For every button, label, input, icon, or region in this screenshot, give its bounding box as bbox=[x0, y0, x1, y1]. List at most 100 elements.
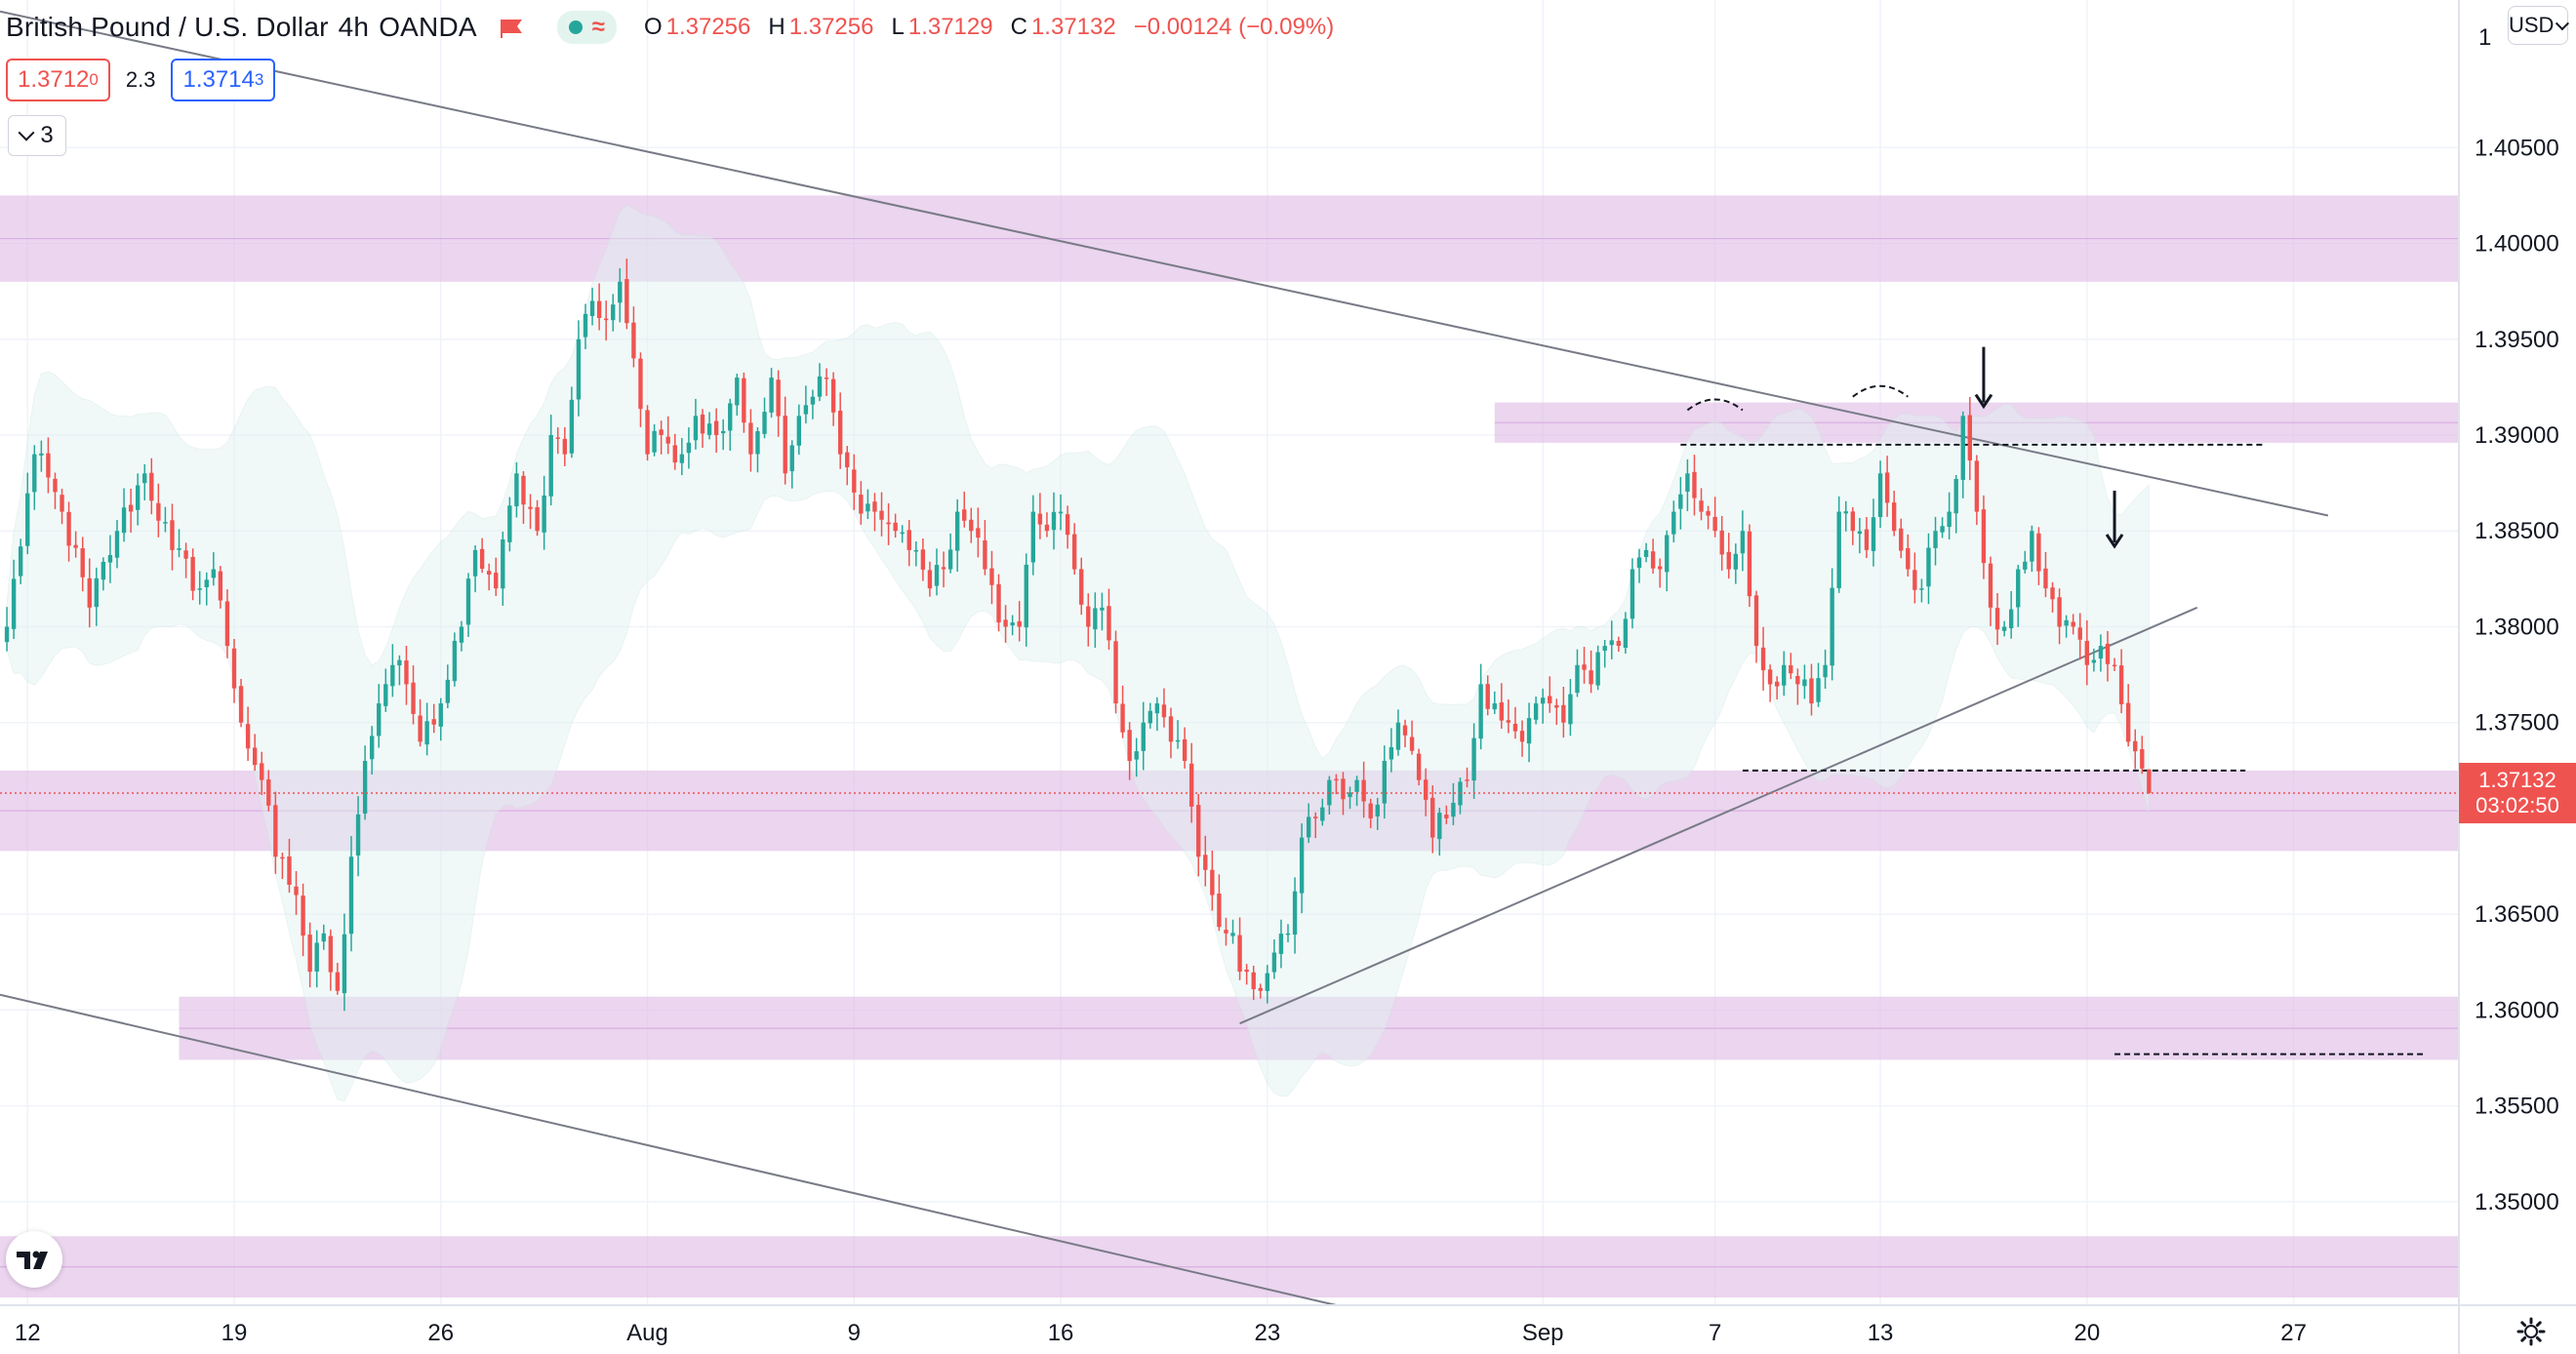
sell-button[interactable]: 1.3712 0 bbox=[6, 59, 110, 101]
candle-body bbox=[280, 856, 285, 859]
candle-body bbox=[1196, 805, 1201, 857]
candle-body bbox=[893, 522, 898, 532]
candle-body bbox=[624, 279, 629, 324]
candle-body bbox=[2098, 646, 2104, 659]
candle-body bbox=[1024, 564, 1028, 628]
candle-body bbox=[1782, 664, 1787, 686]
currency-button[interactable]: USD bbox=[2508, 6, 2570, 45]
candle-body bbox=[1485, 684, 1490, 709]
sell-price: 1.3712 bbox=[18, 66, 90, 93]
chart-header: British Pound / U.S. Dollar 4h OANDA ≈ O… bbox=[6, 4, 1348, 51]
time-tick-label: 16 bbox=[1048, 1320, 1074, 1346]
candle-body bbox=[2147, 769, 2152, 794]
candle-body bbox=[1974, 460, 1980, 512]
ohlc-close-key: C bbox=[1010, 14, 1027, 40]
candle-body bbox=[2057, 597, 2062, 627]
candle-body bbox=[1348, 792, 1352, 797]
candle-body bbox=[1071, 534, 1077, 570]
candle-body bbox=[542, 495, 546, 533]
ohlc-low-value: 1.37129 bbox=[907, 14, 993, 40]
candle-body bbox=[494, 573, 499, 589]
candle-body bbox=[817, 376, 823, 397]
candle-body bbox=[60, 495, 64, 512]
price-tick-top-label: 1 bbox=[2478, 24, 2491, 51]
candle-body bbox=[128, 504, 134, 512]
candle-body bbox=[859, 495, 864, 514]
wave-icon: ≈ bbox=[591, 14, 605, 40]
candle-body bbox=[342, 934, 347, 994]
candle-body bbox=[1623, 618, 1629, 649]
candle-body bbox=[294, 886, 299, 896]
candle-body bbox=[954, 511, 960, 551]
candle-body bbox=[996, 583, 1001, 623]
candle-body bbox=[1877, 473, 1883, 518]
ohlc-change: −0.00124 (−0.09%) bbox=[1133, 14, 1335, 40]
candle-body bbox=[1726, 551, 1731, 570]
candle-body bbox=[1836, 511, 1841, 588]
candle-body bbox=[1533, 703, 1539, 720]
candle-body bbox=[796, 416, 802, 446]
candle-body bbox=[2023, 561, 2028, 570]
candle-body bbox=[1423, 779, 1429, 800]
time-tick-label: Aug bbox=[626, 1320, 668, 1346]
candle-body bbox=[411, 682, 416, 714]
candle-body bbox=[1244, 969, 1249, 973]
candle-body bbox=[1113, 641, 1118, 704]
candle-body bbox=[1802, 679, 1807, 687]
time-tick-label: 26 bbox=[427, 1320, 454, 1346]
candle-body bbox=[969, 519, 974, 532]
candle-body bbox=[25, 493, 30, 546]
candle-body bbox=[301, 896, 305, 936]
candle-body bbox=[1217, 894, 1222, 928]
candle-body bbox=[735, 378, 740, 406]
candle-body bbox=[845, 452, 850, 468]
candle-body bbox=[1747, 531, 1752, 597]
candle-body bbox=[1561, 704, 1566, 723]
candle-body bbox=[431, 719, 436, 725]
time-tick-label: 20 bbox=[2073, 1320, 2100, 1346]
candle-body bbox=[672, 445, 677, 463]
candle-body bbox=[1168, 716, 1174, 742]
candle-body bbox=[521, 475, 526, 505]
price-tick-label: 1.35000 bbox=[2475, 1189, 2559, 1215]
candle-body bbox=[947, 549, 953, 570]
candle-body bbox=[377, 703, 382, 737]
candle-body bbox=[252, 747, 258, 766]
candle-body bbox=[1919, 588, 1924, 590]
arrow-head-icon bbox=[1974, 393, 1993, 410]
candle-body bbox=[1354, 779, 1359, 792]
ohlc-values: O 1.37256 H 1.37256 L 1.37129 C 1.37132 −0.0… bbox=[644, 14, 1348, 41]
candle-body bbox=[1120, 703, 1125, 733]
buy-button[interactable]: 1.3714 3 bbox=[171, 59, 276, 101]
candle-body bbox=[1285, 933, 1291, 936]
tradingview-logo-icon[interactable] bbox=[6, 1231, 62, 1288]
candle-body bbox=[1334, 778, 1339, 781]
candle-body bbox=[700, 414, 705, 434]
price-tick-label: 1.38000 bbox=[2475, 614, 2559, 640]
candle-body bbox=[652, 430, 657, 453]
candle-body bbox=[1203, 855, 1208, 870]
market-status-pill[interactable]: ≈ bbox=[556, 11, 617, 44]
candle-body bbox=[32, 454, 37, 493]
candle-body bbox=[452, 640, 458, 682]
zones bbox=[0, 195, 2460, 1298]
settings-gear-icon[interactable] bbox=[2512, 1312, 2551, 1351]
candle-body bbox=[1988, 563, 1993, 608]
flag-icon[interactable] bbox=[499, 18, 524, 38]
interval-label[interactable]: 4h bbox=[338, 12, 370, 42]
candle-body bbox=[742, 378, 746, 423]
symbol-name[interactable]: British Pound / U.S. Dollar bbox=[6, 12, 329, 42]
candle-body bbox=[603, 318, 609, 321]
candle-body bbox=[170, 520, 175, 550]
candle-body bbox=[149, 472, 154, 501]
ohlc-high-key: H bbox=[768, 14, 785, 40]
trendline bbox=[0, 10, 2329, 517]
indicators-toggle-button[interactable]: 3 bbox=[8, 115, 66, 156]
candle-body bbox=[1512, 723, 1518, 732]
candle-body bbox=[1823, 664, 1828, 678]
candle-body bbox=[1010, 622, 1015, 626]
candle-body bbox=[197, 588, 202, 590]
